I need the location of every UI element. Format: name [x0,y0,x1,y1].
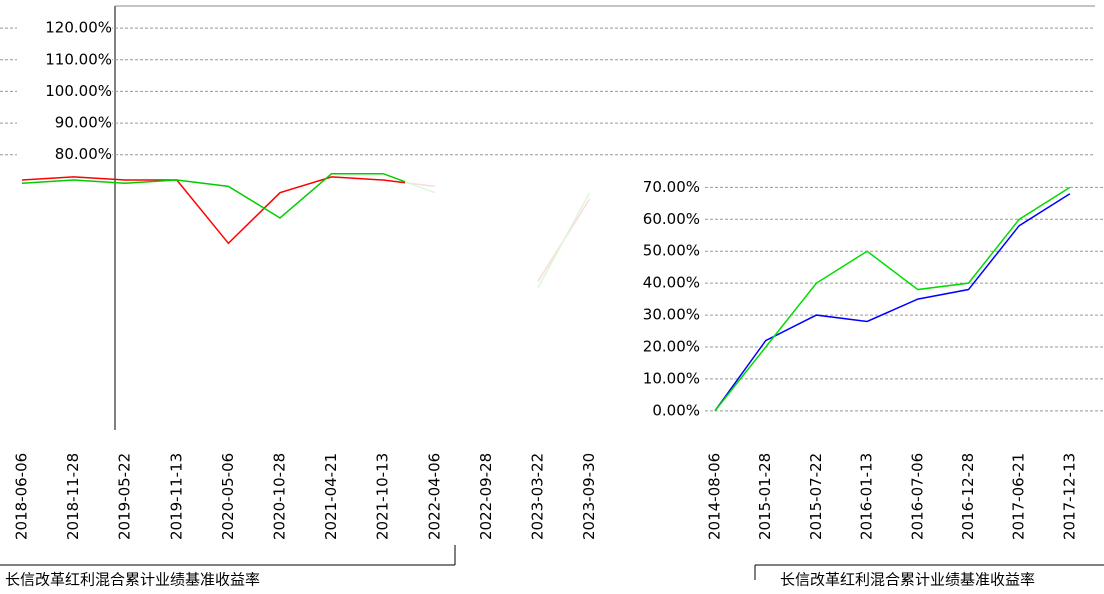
x-tick-label: 2014-08-06 [706,453,724,540]
y-tick-label: 80.00% [55,145,112,163]
y-tick-label: 20.00% [643,338,700,356]
y-tick-label: 50.00% [643,242,700,260]
y-tick-label: 10.00% [643,369,700,387]
chart: 80.00% 90.00% 100.00% 110.00% 120.00% 2018-06… [0,0,1104,594]
x-tick-label: 2022-09-28 [477,453,495,540]
y-tick-label: 40.00% [643,274,700,292]
x-tick-label: 2019-11-13 [167,453,185,540]
legend-label: 长信改革红利混合累计业绩基准收益率 [780,571,1035,589]
x-tick-label: 2022-04-06 [425,453,443,540]
y-tick-label: 70.00% [643,178,700,196]
y-tick-label: 100.00% [45,82,112,100]
x-tick-label: 2020-05-06 [219,453,237,540]
y-tick-label: 0.00% [652,401,700,419]
panel [405,175,1104,430]
x-tick-label: 2019-05-22 [116,453,134,540]
y-tick-label: 120.00% [45,19,112,37]
x-tick-label: 2017-06-21 [1010,453,1028,540]
x-tick-label: 2018-06-06 [13,453,31,540]
x-tick-label: 2021-04-21 [322,453,340,540]
x-tick-label: 2015-01-28 [756,453,774,540]
x-tick-label: 2018-11-28 [64,453,82,540]
x-tick-label: 2016-12-28 [959,453,977,540]
x-tick-label: 2015-07-22 [807,453,825,540]
x-tick-label: 2023-09-30 [580,453,598,540]
x-tick-label: 2023-03-22 [529,453,547,540]
x-tick-label: 2021-10-13 [374,453,392,540]
y-tick-label: 60.00% [643,210,700,228]
y-tick-label: 90.00% [55,114,112,132]
x-tick-label: 2020-10-28 [271,453,289,540]
legend-label: 长信改革红利混合累计业绩基准收益率 [5,571,260,589]
x-tick-label: 2016-01-13 [858,453,876,540]
y-tick-label: 110.00% [45,50,112,68]
x-tick-label: 2016-07-06 [908,453,926,540]
y-tick-label: 30.00% [643,306,700,324]
x-tick-label: 2017-12-13 [1060,453,1078,540]
